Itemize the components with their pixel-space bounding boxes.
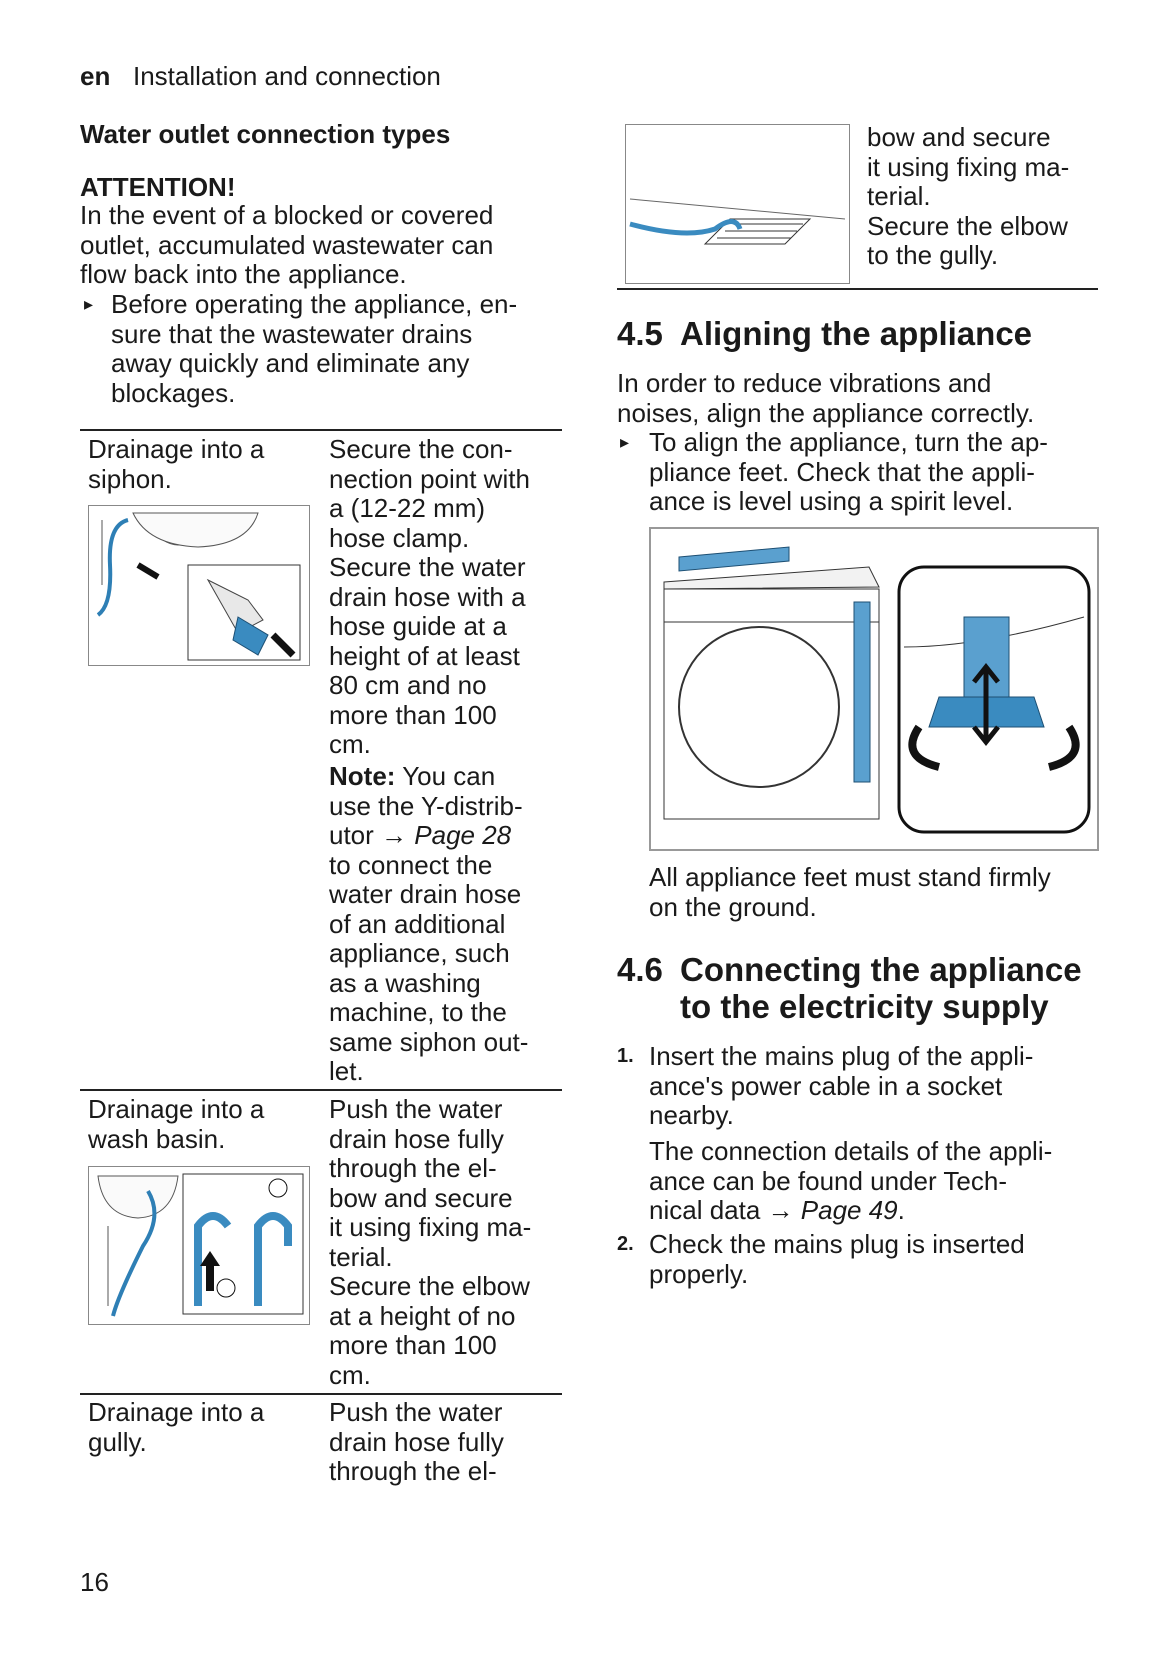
table-text: through the el- [329,1153,497,1184]
text-segment: . [897,1195,905,1226]
gully-illustration [625,124,850,284]
alignment-illustration [649,527,1099,851]
table-text: hose clamp. [329,522,470,553]
siphon-illustration [88,505,310,666]
table-label: gully. [88,1426,147,1457]
table-label: wash basin. [88,1123,226,1154]
table-note: of an additional [329,908,506,939]
table-label: Drainage into a [88,434,265,465]
step-text: properly. [649,1258,749,1289]
bullet-text: pliance feet. Check that the appli- [649,456,1035,487]
table-text: nection point with [329,463,530,494]
paragraph: noises, align the appliance correctly. [617,397,1035,428]
page-reference: Page 28 [414,820,512,851]
table-text: bow and secure [329,1182,513,1213]
table-text: more than 100 [329,699,497,730]
header-lang: en [80,61,111,92]
table-text: drain hose fully [329,1123,504,1154]
wash-basin-illustration [88,1166,310,1325]
bold-label: Note: [329,761,396,792]
table-text: 80 cm and no [329,670,487,701]
step-number: 2. [617,1233,634,1256]
attention-text: flow back into the appliance. [80,259,407,290]
section-heading: Water outlet connection types [80,119,451,150]
attention-bullet-text: sure that the wastewater drains [111,318,473,349]
figure-caption: on the ground. [649,891,817,922]
attention-title: ATTENTION! [80,172,236,203]
paragraph: In order to reduce vibrations and [617,368,992,399]
table-text: Push the water [329,1094,503,1125]
step-text: ance's power cable in a socket [649,1070,1003,1101]
table-text: Secure the elbow [867,210,1068,241]
section-title: Aligning the appliance [680,314,1033,352]
step-text: Insert the mains plug of the appli- [649,1041,1034,1072]
table-rule [80,429,562,431]
table-text: cm. [329,1359,371,1390]
step-text: Check the mains plug is inserted [649,1229,1025,1260]
step-number: 1. [617,1045,634,1068]
table-note: water drain hose [329,879,522,910]
table-text: at a height of no [329,1300,516,1331]
table-text: drain hose with a [329,581,526,612]
table-text: a (12-22 mm) [329,493,486,524]
table-text: Secure the elbow [329,1271,530,1302]
table-text: it using fixing ma- [867,151,1070,182]
table-text: to the gully. [867,240,999,271]
table-rule [617,288,1098,290]
table-note: appliance, such [329,938,510,969]
table-text: height of at least [329,640,520,671]
table-note: same siphon out- [329,1026,529,1057]
text-segment: utor → [329,820,408,851]
table-text: Secure the con- [329,434,513,465]
table-note: to connect the [329,849,493,880]
page-reference: Page 49 [800,1195,898,1226]
table-text: terial. [329,1241,393,1272]
table-text: cm. [329,729,371,760]
table-text: through the el- [329,1456,497,1487]
table-note: let. [329,1056,364,1087]
table-note: as a washing [329,967,481,998]
table-text: bow and secure [867,122,1051,153]
attention-bullet-text: Before operating the appliance, en- [111,289,518,320]
attention-text: In the event of a blocked or covered [80,200,494,231]
bullet-marker: ▸ [84,294,94,315]
section-number: 4.6 [617,950,663,988]
table-label: Drainage into a [88,1397,265,1428]
attention-bullet-text: away quickly and eliminate any [111,348,470,379]
text-segment: nical data → [649,1195,794,1226]
table-note: utor → Page 28 [329,821,511,851]
bullet-marker: ▸ [620,432,630,453]
section-title: to the electricity supply [680,987,1049,1025]
bullet-text: ance is level using a spirit level. [649,486,1014,517]
table-text: drain hose fully [329,1426,504,1457]
table-label: Drainage into a [88,1094,265,1125]
step-detail: The connection details of the appli- [649,1136,1053,1167]
table-text: Push the water [329,1397,503,1428]
step-text: nearby. [649,1100,734,1131]
figure-caption: All appliance feet must stand firmly [649,862,1051,893]
step-detail: nical data → Page 49. [649,1196,905,1226]
table-label: siphon. [88,463,172,494]
table-text: hose guide at a [329,611,507,642]
attention-bullet-text: blockages. [111,377,236,408]
section-title: Connecting the appliance [680,950,1082,988]
section-number: 4.5 [617,314,663,352]
step-detail: ance can be found under Tech- [649,1165,1008,1196]
table-text: more than 100 [329,1330,497,1361]
table-note: Note: You can [329,762,495,792]
table-note: use the Y-distrib- [329,790,523,821]
header-section: Installation and connection [133,61,441,92]
bullet-text: To align the appliance, turn the ap- [649,427,1048,458]
table-text: Secure the water [329,552,526,583]
table-note: machine, to the [329,997,507,1028]
attention-text: outlet, accumulated wastewater can [80,229,494,260]
page-number: 16 [80,1567,109,1598]
table-text: terial. [867,181,931,212]
table-rule [80,1393,562,1395]
table-rule [80,1089,562,1091]
table-text: it using fixing ma- [329,1212,532,1243]
text-segment: You can [402,761,496,792]
